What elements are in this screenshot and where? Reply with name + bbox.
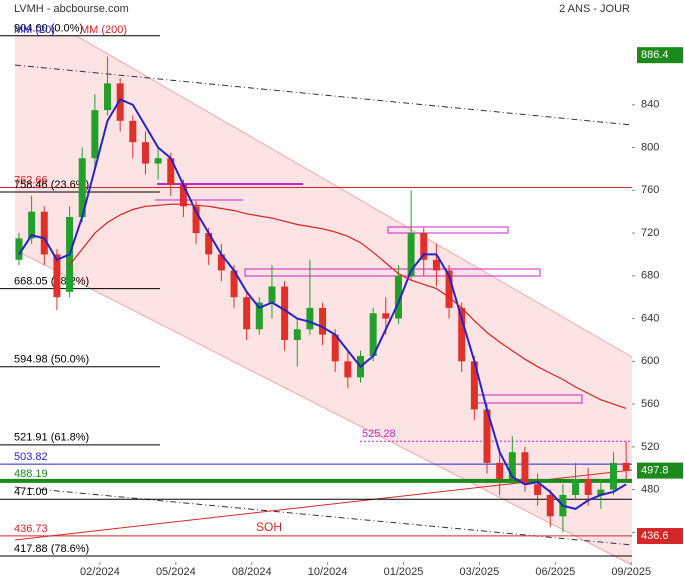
candle-body bbox=[141, 142, 149, 164]
x-tick-label: 06/2025 bbox=[535, 566, 575, 578]
plot bbox=[15, 56, 630, 533]
candle-body bbox=[344, 361, 352, 378]
trend-line bbox=[14, 64, 633, 126]
candle-body bbox=[432, 259, 440, 271]
level-label: 488.19 bbox=[14, 468, 48, 480]
x-tick-label: 01/2025 bbox=[384, 566, 424, 578]
price-tag bbox=[637, 47, 683, 64]
candle-body bbox=[597, 489, 605, 495]
candle-body bbox=[483, 409, 491, 463]
candle-body bbox=[192, 206, 200, 234]
level-label: 668.05 (38.2%) bbox=[14, 275, 89, 287]
chart-title: LVMH - abcbourse.com bbox=[14, 3, 129, 15]
price-tag bbox=[637, 528, 683, 545]
channel-bottom bbox=[14, 249, 633, 566]
x-tick-label: 08/2024 bbox=[232, 566, 272, 578]
candle-body bbox=[230, 270, 238, 298]
candle-body bbox=[154, 158, 162, 164]
level-label: 758.46 (23.6%) bbox=[14, 179, 89, 191]
candle-body bbox=[243, 297, 251, 330]
marker-label: 525.28 bbox=[362, 428, 396, 440]
y-tick-label: 840 bbox=[641, 99, 659, 111]
candle-body bbox=[293, 329, 301, 340]
candle-body bbox=[116, 83, 124, 121]
candle-body bbox=[584, 478, 592, 495]
y-tick-label: 640 bbox=[641, 312, 659, 324]
candle-body bbox=[217, 254, 225, 271]
candle-body bbox=[179, 184, 187, 207]
candle-body bbox=[458, 307, 466, 362]
level-label: 904.60 (0.0%) bbox=[14, 23, 83, 35]
y-tick-label: 720 bbox=[641, 227, 659, 239]
legend-entry: MM (200) bbox=[80, 24, 127, 36]
candle-body bbox=[281, 286, 289, 340]
y-tick-label: 520 bbox=[641, 441, 659, 453]
y-tick-label: 760 bbox=[641, 184, 659, 196]
x-tick-label: 03/2025 bbox=[460, 566, 500, 578]
candle-body bbox=[622, 462, 630, 471]
candle-body bbox=[496, 462, 504, 479]
candle-body bbox=[508, 452, 516, 479]
candle-body bbox=[534, 484, 542, 495]
moving-average bbox=[69, 203, 627, 409]
candle-body bbox=[331, 334, 339, 362]
level-label: 762.66 bbox=[14, 174, 48, 186]
x-tick-label: 02/2024 bbox=[80, 566, 120, 578]
candle-body bbox=[129, 120, 137, 143]
y-tick-label: 680 bbox=[641, 270, 659, 282]
price-tag-label: 497.8 bbox=[641, 465, 669, 477]
candle-body bbox=[306, 307, 314, 330]
x-tick-label: 09/2025 bbox=[611, 566, 651, 578]
level-label: 471.00 bbox=[14, 486, 48, 498]
x-tick-label: 10/2024 bbox=[308, 566, 348, 578]
candle-body bbox=[470, 361, 478, 410]
candle-body bbox=[15, 238, 23, 260]
moving-average bbox=[18, 98, 627, 510]
candle-body bbox=[40, 211, 48, 255]
candle-body bbox=[394, 275, 402, 319]
level-label: 594.98 (50.0%) bbox=[14, 354, 89, 366]
candle-body bbox=[382, 313, 390, 319]
candle-body bbox=[420, 233, 428, 260]
channel-top bbox=[74, 34, 633, 358]
candle-body bbox=[28, 211, 36, 239]
level-label: 503.82 bbox=[14, 451, 48, 463]
candle-body bbox=[319, 307, 327, 335]
price-tag-label: 886.4 bbox=[641, 49, 669, 61]
candle-body bbox=[521, 452, 529, 485]
candle-body bbox=[53, 254, 61, 298]
candle-body bbox=[205, 233, 213, 255]
legend-entry: MM (20) bbox=[14, 24, 55, 36]
y-tick-label: 800 bbox=[641, 141, 659, 153]
candle-body bbox=[572, 478, 580, 495]
candle-body bbox=[369, 313, 377, 356]
candle-body bbox=[167, 158, 175, 185]
y-tick-label: 600 bbox=[641, 355, 659, 367]
y-tick-label: 560 bbox=[641, 398, 659, 410]
level-label: 521.91 (61.8%) bbox=[14, 432, 89, 444]
candle-body bbox=[609, 462, 617, 490]
level-label: 436.73 bbox=[14, 523, 48, 535]
trend-line bbox=[14, 486, 633, 546]
candle-body bbox=[78, 158, 86, 218]
level-label: 417.88 (78.6%) bbox=[14, 543, 89, 555]
candle-body bbox=[407, 233, 415, 276]
x-tick-label: 05/2024 bbox=[156, 566, 196, 578]
chart-subtitle: 2 ANS - JOUR bbox=[559, 3, 630, 15]
zone bbox=[387, 226, 509, 234]
y-tick-label: 480 bbox=[641, 484, 659, 496]
candle-body bbox=[445, 270, 453, 308]
candle-body bbox=[104, 83, 112, 111]
candle-body bbox=[546, 494, 554, 517]
price-tag-label: 436.6 bbox=[641, 530, 669, 542]
candle-body bbox=[91, 110, 99, 159]
price-tag bbox=[637, 462, 683, 479]
candle-body bbox=[255, 302, 263, 330]
candle-body bbox=[268, 286, 276, 303]
annotation: SOH bbox=[256, 520, 282, 534]
